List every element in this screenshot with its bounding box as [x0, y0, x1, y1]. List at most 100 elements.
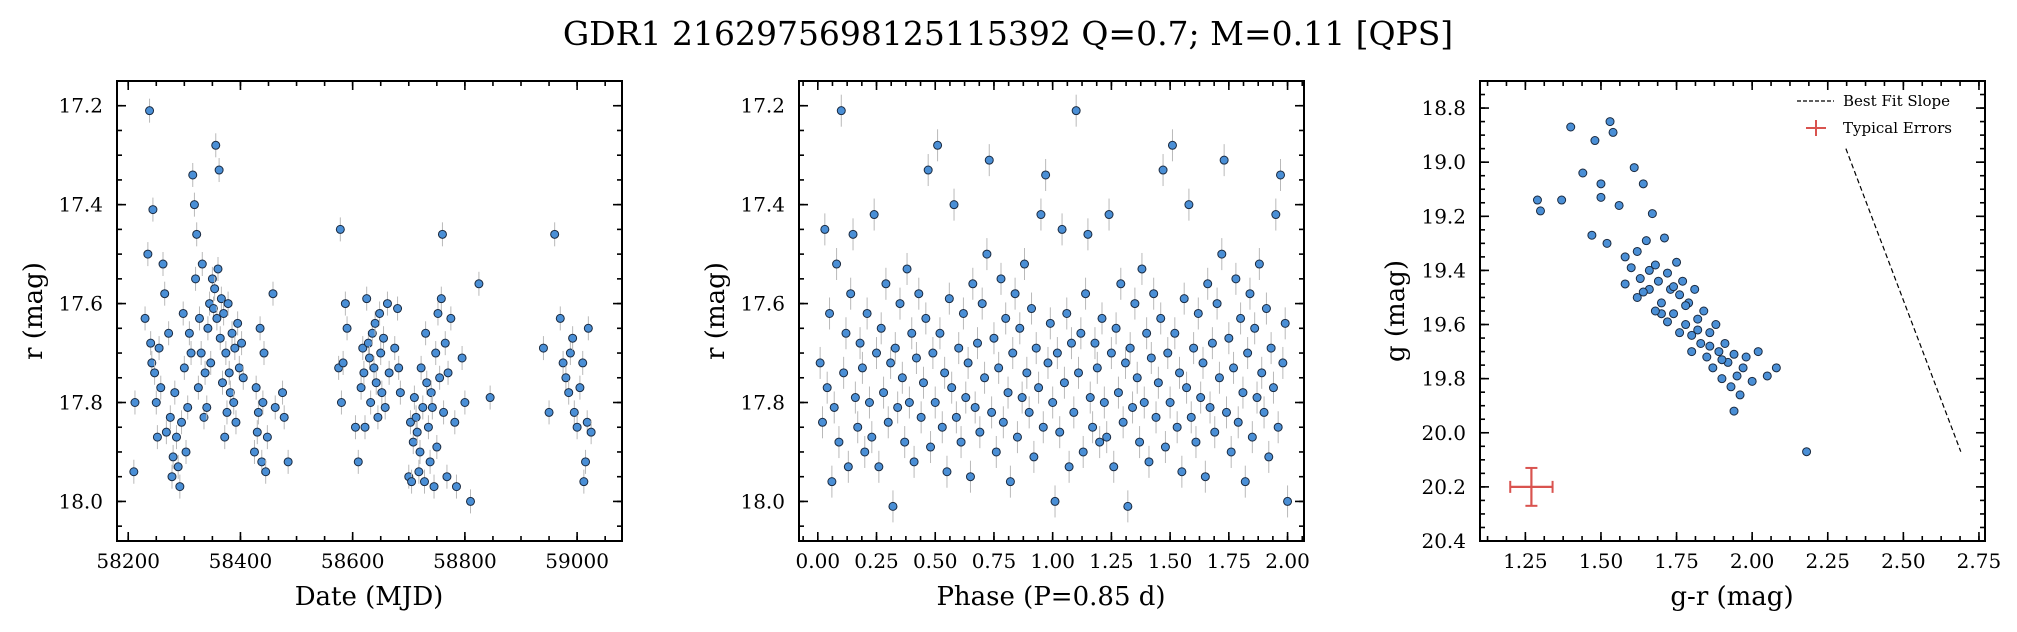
phase-data-point — [815, 358, 825, 368]
phase-x-tick-label: 1.25 — [1089, 549, 1134, 573]
timeseries-data-point — [360, 422, 370, 432]
timeseries-data-point — [442, 472, 452, 482]
phase-data-point — [890, 343, 900, 353]
phase-y-tick-label: 17.2 — [740, 94, 785, 118]
timeseries-data-point — [435, 373, 445, 383]
phase-data-point — [822, 383, 832, 393]
phase-data-point — [1043, 358, 1053, 368]
phase-data-point — [1059, 378, 1069, 388]
phase-data-point — [1012, 432, 1022, 442]
phase-data-point — [1064, 462, 1074, 472]
timeseries-data-point — [150, 368, 160, 378]
timeseries-data-point — [179, 363, 189, 373]
color-magnitude-data-point — [1705, 328, 1715, 338]
phase-data-point — [1240, 477, 1250, 487]
timeseries-data-point — [196, 348, 206, 358]
color-magnitude-data-point — [1726, 382, 1736, 392]
timeseries-data-point — [209, 304, 219, 314]
phase-data-point — [1268, 383, 1278, 393]
color-magnitude-data-point — [1638, 287, 1648, 297]
phase-data-point — [1205, 402, 1215, 412]
phase-data-point — [1175, 368, 1185, 378]
phase-data-point — [1128, 402, 1138, 412]
phase-data-point — [928, 348, 938, 358]
phase-data-point — [1102, 432, 1112, 442]
phase-x-axis-label: Phase (P=0.85 d) — [936, 582, 1165, 612]
timeseries-data-point — [220, 432, 230, 442]
phase-data-point — [1088, 422, 1098, 432]
timeseries-data-point — [255, 323, 265, 333]
phase-data-point — [1165, 398, 1175, 408]
timeseries-data-point — [575, 383, 585, 393]
color-magnitude-y-tick-label: 19.2 — [1421, 204, 1466, 228]
timeseries-data-point — [411, 412, 421, 422]
color-magnitude-data-point — [1702, 352, 1712, 362]
timeseries-x-tick-label: 58600 — [321, 549, 385, 573]
timeseries-data-point — [379, 333, 389, 343]
phase-data-point — [1203, 279, 1213, 289]
phase-data-point — [1137, 264, 1147, 274]
phase-data-point — [1247, 432, 1257, 442]
color-magnitude-data-point — [1596, 179, 1606, 189]
figure-title: GDR1 2162975698125115392 Q=0.7; M=0.11 [… — [563, 14, 1453, 53]
timeseries-data-point — [210, 284, 220, 294]
phase-data-point — [1005, 477, 1015, 487]
timeseries-data-point — [365, 353, 374, 363]
phase-data-point — [1071, 106, 1081, 116]
color-magnitude-data-point — [1675, 290, 1685, 300]
phase-data-point — [1184, 200, 1194, 210]
phase-data-point — [944, 294, 954, 304]
phase-data-point — [848, 229, 858, 239]
color-magnitude-y-tick-label: 18.8 — [1421, 96, 1466, 120]
phase-data-point — [991, 447, 1001, 457]
timeseries-data-point — [181, 447, 191, 457]
timeseries-data-point — [233, 318, 243, 328]
color-magnitude-x-axis-label: g-r (mag) — [1670, 582, 1793, 612]
timeseries-data-point — [145, 106, 155, 116]
phase-y-tick-label: 17.8 — [740, 391, 785, 415]
phase-data-point — [1217, 249, 1227, 259]
timeseries-data-point — [249, 447, 259, 457]
phase-data-point — [1172, 422, 1182, 432]
timeseries-data-point — [189, 200, 199, 210]
phase-data-point — [1139, 398, 1149, 408]
timeseries-data-point — [238, 373, 248, 383]
timeseries-data-point — [431, 348, 441, 358]
phase-data-point — [902, 264, 912, 274]
phase-x-tick-label: 1.75 — [1207, 549, 1252, 573]
phase-data-point — [829, 402, 839, 412]
phase-data-point — [1113, 388, 1123, 398]
timeseries-data-point — [394, 363, 404, 373]
phase-data-point — [1229, 363, 1239, 373]
timeseries-data-point — [214, 165, 224, 175]
phase-data-point — [1264, 452, 1274, 462]
color-magnitude-data-point — [1650, 260, 1660, 270]
timeseries-data-point — [416, 363, 426, 373]
phase-data-point — [853, 422, 863, 432]
timeseries-data-point — [203, 323, 213, 333]
timeseries-data-point — [384, 368, 394, 378]
phase-data-point — [1118, 417, 1128, 427]
phase-data-point — [1125, 343, 1135, 353]
timeseries-data-point — [377, 388, 387, 398]
timeseries-data-point — [376, 348, 386, 358]
color-magnitude-data-point — [1681, 301, 1691, 311]
timeseries-data-point — [168, 452, 178, 462]
phase-data-point — [1132, 373, 1142, 383]
timeseries-x-tick-label: 58400 — [209, 549, 273, 573]
timeseries-data-point — [261, 467, 271, 477]
phase-data-point — [862, 308, 872, 318]
timeseries-data-point — [252, 427, 262, 437]
color-magnitude-x-tick-label: 1.75 — [1654, 549, 1699, 573]
phase-data-point — [1259, 407, 1269, 417]
phase-data-point — [1010, 289, 1020, 299]
phase-data-point — [1261, 304, 1271, 314]
color-magnitude-data-point — [1717, 374, 1727, 384]
phase-data-point — [846, 289, 856, 299]
phase-data-point — [876, 323, 886, 333]
phase-data-point — [1233, 417, 1243, 427]
color-magnitude-y-tick-label: 19.8 — [1421, 367, 1466, 391]
phase-data-point — [841, 328, 851, 338]
timeseries-data-point — [279, 412, 289, 422]
timeseries-data-point — [342, 323, 352, 333]
